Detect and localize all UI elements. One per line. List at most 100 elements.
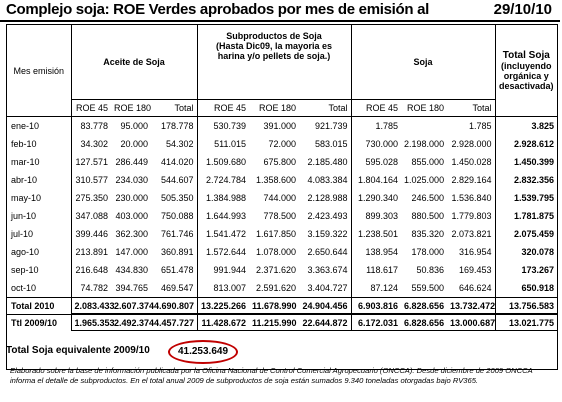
data-row: sep-10 216.648 434.830 651.478 991.944 2.371.…	[7, 261, 558, 279]
summary-value: 41.253.649	[168, 340, 238, 364]
total-header-note: (incluyendo orgánica y desactivada)	[499, 61, 554, 91]
data-row: may-10 275.350 230.000 505.350 1.384.988 744.…	[7, 189, 558, 207]
cell: 74.782	[70, 279, 111, 298]
cell: 6.172.031	[350, 313, 402, 331]
subheader: ROE 45	[196, 99, 249, 117]
data-row: ago-10 213.891 147.000 360.891 1.572.644 1.07…	[7, 243, 558, 261]
cell: 13.756.583	[494, 297, 558, 314]
row-label: mar-10	[11, 157, 40, 167]
cell: 1.539.795	[494, 189, 558, 207]
group-title: Aceite de Soja	[103, 57, 165, 67]
title-bar: Complejo soja: ROE Verdes aprobados por …	[0, 0, 560, 22]
cell: 347.088	[70, 207, 111, 225]
cell: 469.547	[160, 283, 194, 293]
header-row: Mes emisión Aceite de Soja Subproductos de…	[7, 25, 558, 117]
cell: 880.500	[411, 211, 445, 221]
row-label: Ttl 2009/10	[7, 313, 71, 331]
cell: 1.536.840	[451, 193, 492, 203]
cell: 391.000	[263, 121, 296, 131]
cell: 761.746	[160, 229, 194, 239]
data-row: mar-10 127.571 286.449 414.020 1.509.680 675.…	[7, 153, 558, 171]
cell: 169.453	[458, 265, 492, 275]
summary-label: Total Soja equivalente 2009/10	[6, 345, 150, 356]
cell: 399.446	[70, 225, 111, 243]
data-row: feb-10 34.302 20.000 54.302 511.015 72.000 583…	[7, 135, 558, 153]
subheader: ROE 45	[350, 99, 402, 117]
cell: 1.781.875	[494, 207, 558, 225]
cell: 394.765	[115, 283, 148, 293]
group-title: Subproductos de Soja	[226, 31, 322, 41]
cell: 646.624	[458, 283, 492, 293]
cell: 778.500	[263, 211, 296, 221]
cell: 13.225.266	[196, 297, 249, 314]
subheader: ROE 45	[70, 99, 111, 117]
cell: 2.607.374	[111, 297, 154, 314]
cell: 1.290.340	[350, 189, 402, 207]
data-row: ene-10 83.778 95.000 178.778 530.739 391.000 9…	[7, 116, 558, 135]
cell: 13.000.687	[447, 313, 495, 331]
total-row: Ttl 2009/10 1.965.353 2.492.374 4.457.727 11…	[7, 313, 558, 331]
subheader: Total	[299, 99, 352, 117]
row-label: jul-10	[11, 229, 34, 239]
row-label: abr-10	[11, 175, 38, 185]
data-row: abr-10 310.577 234.030 544.607 2.724.784 1.35…	[7, 171, 558, 189]
cell: 6.828.656	[401, 297, 448, 314]
cell: 2.650.644	[307, 247, 348, 257]
cell: 899.303	[350, 207, 402, 225]
cell: 1.617.850	[255, 229, 296, 239]
cell: 414.020	[160, 157, 194, 167]
cell: 4.690.807	[151, 297, 197, 314]
cell: 835.320	[411, 229, 445, 239]
total-row: Total 2010 2.083.433 2.607.374 4.690.807 13.…	[7, 297, 558, 314]
cell: 1.450.028	[451, 157, 492, 167]
cell: 1.779.803	[451, 211, 492, 221]
subheader: ROE 180	[249, 99, 299, 117]
cell: 505.350	[160, 193, 194, 203]
month-header-text: Mes emisión	[13, 65, 64, 76]
cell: 178.778	[160, 121, 194, 131]
group-header: Subproductos de Soja (Hasta Dic09, la may…	[196, 25, 352, 100]
cell: 2.128.988	[307, 193, 348, 203]
cell: 72.000	[268, 139, 296, 149]
cell: 147.000	[115, 247, 148, 257]
date: 29/10/10	[493, 1, 552, 18]
row-label: oct-10	[11, 283, 37, 293]
cell: 651.478	[160, 265, 194, 275]
subheader-row: ROE 45 ROE 180 Total ROE 45 ROE 180 Total ROE …	[7, 99, 557, 117]
cell: 1.078.000	[255, 247, 296, 257]
subheader: Total	[447, 99, 496, 117]
group-note: (Hasta Dic09, la mayoria es harina y/o p…	[215, 41, 333, 61]
cell: 1.572.644	[196, 243, 249, 261]
cell: 1.358.600	[255, 175, 296, 185]
cell: 1.785	[350, 116, 402, 135]
cell: 1.965.353	[70, 313, 115, 331]
month-header: Mes emisión	[7, 25, 71, 117]
cell: 2.185.480	[307, 157, 348, 167]
group-header: Soja	[350, 25, 496, 100]
cell: 2.928.000	[451, 139, 492, 149]
subheader: ROE 180	[401, 99, 448, 117]
cell: 20.000	[120, 139, 148, 149]
cell: 1.025.000	[404, 175, 445, 185]
cell: 3.363.674	[307, 265, 348, 275]
cell: 246.500	[411, 193, 445, 203]
cell: 813.007	[196, 279, 249, 298]
row-label: sep-10	[11, 265, 39, 275]
cell: 275.350	[70, 189, 111, 207]
cell: 1.785	[469, 121, 492, 131]
row-label: feb-10	[11, 139, 37, 149]
footnote: Elaborado sobre la base de información p…	[10, 366, 533, 385]
cell: 511.015	[196, 135, 249, 153]
cell: 855.000	[411, 157, 445, 167]
cell: 544.607	[160, 175, 194, 185]
subheader: ROE 180	[111, 99, 151, 117]
cell: 3.825	[494, 116, 558, 135]
cell: 83.778	[70, 116, 111, 135]
row-label: may-10	[11, 193, 42, 203]
cell: 87.124	[350, 279, 402, 298]
cell: 730.000	[350, 135, 402, 153]
cell: 11.678.990	[249, 297, 299, 314]
cell: 213.891	[70, 243, 111, 261]
row-label: ago-10	[11, 247, 40, 257]
